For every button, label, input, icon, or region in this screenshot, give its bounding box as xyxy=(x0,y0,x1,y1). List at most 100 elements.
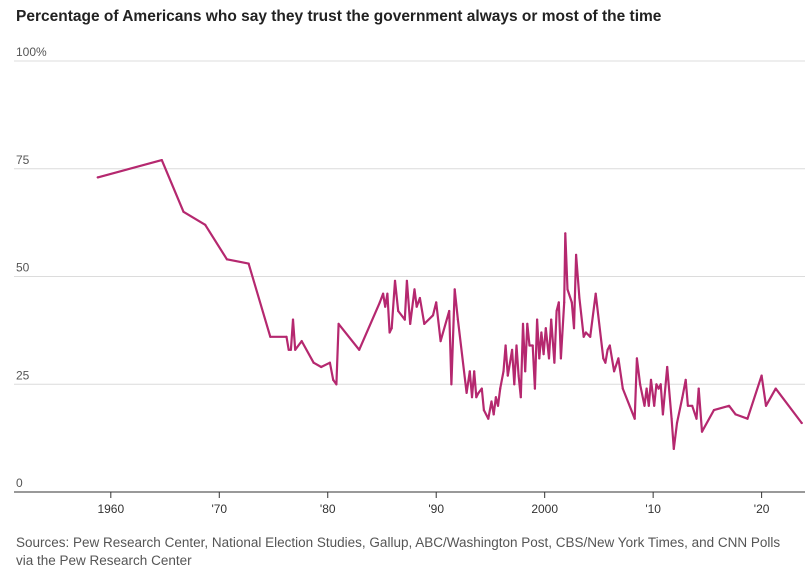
data-point xyxy=(477,391,480,394)
data-point xyxy=(547,357,551,360)
data-point xyxy=(647,404,650,407)
data-point xyxy=(635,357,639,360)
data-point xyxy=(496,404,500,407)
data-point xyxy=(328,361,331,364)
data-point xyxy=(515,344,518,347)
data-point xyxy=(335,383,338,386)
data-point xyxy=(657,387,660,390)
data-point xyxy=(405,279,408,282)
trust-series-line xyxy=(96,159,803,450)
data-point xyxy=(499,387,502,390)
data-point xyxy=(285,335,288,338)
data-point xyxy=(291,318,295,321)
data-point xyxy=(540,331,543,334)
data-point xyxy=(492,413,495,416)
data-point xyxy=(544,327,547,330)
data-point xyxy=(431,314,435,317)
data-point xyxy=(700,430,704,433)
x-tick-label: '70 xyxy=(211,502,227,516)
data-point xyxy=(604,361,607,364)
data-point xyxy=(589,335,592,338)
data-point xyxy=(602,357,605,360)
data-point xyxy=(606,348,609,351)
data-point xyxy=(712,409,716,412)
data-point xyxy=(670,417,673,420)
data-point xyxy=(621,387,624,390)
x-tick-label: 2000 xyxy=(531,502,558,516)
data-point xyxy=(691,404,694,407)
data-point xyxy=(675,421,679,425)
data-point xyxy=(517,374,520,377)
data-point xyxy=(681,396,684,399)
data-point xyxy=(542,353,545,356)
data-point xyxy=(519,396,522,399)
data-point xyxy=(613,370,616,373)
data-point xyxy=(480,387,483,390)
data-point xyxy=(578,296,581,300)
data-point xyxy=(524,370,527,373)
data-point xyxy=(423,322,426,325)
data-point xyxy=(468,370,471,373)
chart-title: Percentage of Americans who say they tru… xyxy=(16,8,662,25)
data-point xyxy=(659,383,662,386)
data-point xyxy=(672,447,675,450)
data-point xyxy=(435,301,438,304)
data-point xyxy=(397,309,400,313)
gridlines xyxy=(14,60,805,385)
data-point xyxy=(332,378,335,381)
data-point xyxy=(734,413,737,416)
data-point xyxy=(358,348,361,351)
data-point xyxy=(287,348,290,351)
data-point xyxy=(388,331,391,334)
data-point xyxy=(300,340,303,343)
y-tick-label: 100% xyxy=(16,45,47,59)
data-point xyxy=(247,262,250,265)
data-point xyxy=(617,357,620,360)
data-point xyxy=(160,159,163,162)
data-point xyxy=(487,417,490,420)
data-point xyxy=(531,344,534,347)
data-point xyxy=(337,322,340,325)
data-point xyxy=(494,396,497,399)
data-point xyxy=(649,378,653,381)
data-point xyxy=(655,383,658,386)
x-tick-label: '10 xyxy=(645,502,661,516)
data-point xyxy=(456,318,459,321)
data-point xyxy=(746,417,749,420)
data-point xyxy=(409,322,412,325)
data-point xyxy=(508,361,512,364)
data-point xyxy=(608,344,611,347)
data-point xyxy=(473,370,476,373)
y-tick-label: 50 xyxy=(16,261,30,275)
data-point xyxy=(448,309,451,313)
data-point xyxy=(475,396,478,399)
y-tick-label: 25 xyxy=(16,368,30,382)
y-axis-ticks: 100% 75 50 25 0 xyxy=(16,45,47,490)
data-point xyxy=(465,391,468,394)
data-point xyxy=(553,361,556,364)
data-point xyxy=(584,331,588,334)
data-point xyxy=(384,305,387,308)
data-point xyxy=(294,348,297,351)
data-point xyxy=(645,387,648,390)
data-point xyxy=(513,383,516,386)
data-point xyxy=(453,288,456,291)
data-point xyxy=(504,344,507,347)
data-point xyxy=(413,288,416,291)
data-point xyxy=(289,348,292,351)
data-point xyxy=(204,223,207,226)
data-point xyxy=(684,378,687,381)
y-tick-label: 0 xyxy=(16,476,23,490)
data-point xyxy=(470,396,474,399)
data-point xyxy=(661,413,665,416)
data-point xyxy=(528,344,531,347)
data-point xyxy=(643,404,646,407)
data-point xyxy=(653,404,656,407)
data-point xyxy=(582,335,585,338)
data-point xyxy=(96,176,99,179)
data-point xyxy=(415,305,418,308)
data-point xyxy=(418,296,421,300)
x-axis-ticks: 1960 '70 '80 '90 2000 '10 '20 xyxy=(97,492,770,516)
x-tick-label: '90 xyxy=(428,502,444,516)
data-point xyxy=(639,383,642,386)
